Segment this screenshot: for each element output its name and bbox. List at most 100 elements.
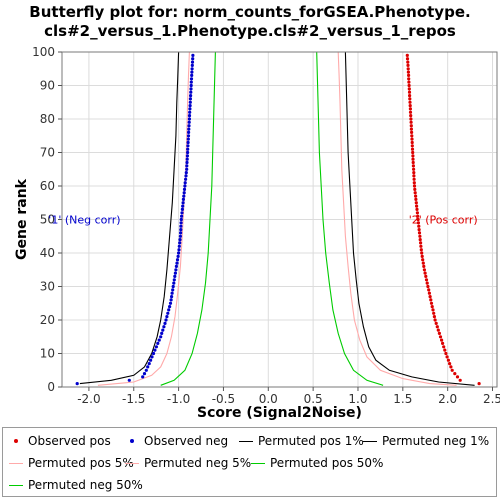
legend-swatch-6 — [251, 457, 265, 469]
series-point-0-11-1 — [416, 214, 420, 218]
series-point-1-8-0 — [171, 284, 175, 289]
series-point-0-5-4 — [430, 305, 434, 309]
series-point-0-18-4 — [407, 87, 411, 91]
series-point-1-9-1 — [174, 264, 178, 268]
series-point-1-16-1 — [186, 147, 190, 151]
series-point-0-9-2 — [419, 244, 423, 248]
series-point-0-12-3 — [413, 191, 417, 195]
series-point-1-12-3 — [180, 207, 184, 211]
series-point-1-5-0 — [159, 335, 163, 339]
legend-item-6: Permuted pos 50% — [251, 456, 383, 470]
series-point-0-15-4 — [410, 137, 414, 141]
series-point-0-15-1 — [410, 147, 415, 151]
series-point-0-17-2 — [408, 110, 413, 114]
series-point-0-12-1 — [414, 197, 418, 201]
legend: Observed pos Observed neg Permuted pos 1% P… — [2, 427, 497, 497]
series-point-0-18-1 — [408, 97, 412, 101]
series-point-1-3-3 — [149, 358, 153, 362]
series-point-1-5-4 — [163, 321, 167, 325]
series-line-4 — [337, 51, 457, 386]
series-point-1-7-4 — [171, 288, 175, 292]
series-point-0-13-3 — [412, 174, 416, 178]
series-point-0-7-3 — [424, 274, 428, 278]
y-axis-label: Gene rank — [14, 178, 30, 260]
series-point-0-6-3 — [427, 291, 431, 295]
series-point-1-1-0 — [127, 378, 131, 382]
series-point-0-16-0 — [410, 134, 414, 138]
series-point-0-14-4 — [411, 154, 415, 158]
series-point-0-10-1 — [417, 231, 422, 235]
series-point-0-3-3 — [441, 341, 445, 345]
series-point-1-14-1 — [183, 181, 187, 185]
x-tick-label-0: -2.0 — [77, 392, 100, 406]
series-point-0-3-1 — [443, 348, 447, 352]
series-point-0-18-2 — [408, 94, 412, 98]
series-point-1-7-3 — [170, 291, 174, 295]
series-point-1-14-0 — [183, 184, 187, 188]
series-point-1-12-0 — [179, 217, 183, 222]
series-point-0-19-1 — [407, 80, 411, 84]
series-point-1-5-2 — [161, 328, 165, 332]
series-point-0-19-0 — [407, 83, 411, 88]
series-point-0-17-0 — [409, 117, 413, 121]
series-point-0-20-1 — [406, 63, 410, 67]
series-point-1-18-4 — [188, 104, 192, 108]
series-point-0-2-1 — [449, 365, 453, 369]
series-point-0-5-1 — [432, 315, 436, 319]
series-point-0-19-4 — [406, 70, 410, 74]
annotation-1: '2' (Pos corr) — [409, 214, 478, 227]
series-point-1-13-3 — [182, 191, 186, 195]
legend-item-2: Permuted pos 1% — [239, 434, 364, 448]
series-point-0-end — [405, 53, 409, 58]
series-point-0-6-2 — [428, 295, 432, 299]
series-point-1-6-0 — [164, 318, 168, 322]
series-point-1-5-3 — [162, 325, 166, 329]
series-point-0-9-1 — [419, 248, 423, 252]
series-point-1-10-3 — [178, 241, 182, 245]
series-point-0-11-3 — [415, 207, 419, 211]
series-point-0-12-0 — [414, 201, 418, 205]
series-point-1-19-2 — [189, 94, 193, 98]
series-point-1-19-1 — [188, 97, 192, 101]
series-point-1-10-2 — [177, 244, 181, 248]
series-point-1-10-0 — [177, 251, 181, 255]
series-point-0-19-2 — [407, 77, 411, 81]
series-point-0-14-0 — [412, 167, 416, 171]
series-point-0-18-0 — [408, 100, 412, 104]
series-point-0-19-3 — [407, 73, 411, 77]
series-point-0-12-4 — [413, 187, 417, 191]
legend-label-3: Permuted neg 1% — [382, 434, 490, 448]
series-point-0-4-3 — [435, 325, 439, 329]
series-point-1-15-4 — [185, 154, 189, 158]
series-point-1-15-0 — [185, 167, 189, 171]
series-point-0-6-4 — [427, 288, 431, 292]
series-point-0-3-4 — [440, 338, 444, 342]
legend-item-1: Observed neg — [125, 434, 228, 448]
series-point-0-2-2 — [448, 362, 452, 366]
series-point-0-17-3 — [408, 107, 412, 111]
series-point-1-9-0 — [174, 268, 178, 272]
series-point-0-13-2 — [412, 177, 416, 181]
series-point-0-15-0 — [411, 150, 415, 155]
series-point-1-16-4 — [186, 137, 190, 141]
series-point-1-10-1 — [177, 248, 181, 252]
series-point-1-21-0 — [190, 67, 194, 71]
butterfly-plot: -2.0 -1.5 -1.0 -0.5 0.0 0.5 1.0 1.5 2.0 2.5 0 10 20 3… — [14, 45, 500, 421]
series-point-0-5-0 — [433, 318, 437, 322]
series-point-1-11-1 — [179, 231, 183, 235]
y-tick-label-3: 30 — [40, 280, 55, 294]
series-point-0-13-1 — [412, 181, 416, 185]
series-point-1-15-2 — [185, 160, 189, 165]
series-point-0-3-2 — [442, 345, 446, 349]
series-point-1-3-4 — [150, 355, 154, 359]
series-point-1-10-4 — [178, 238, 182, 242]
y-tick-label-2: 20 — [40, 313, 55, 327]
series-point-0-16-4 — [409, 120, 413, 124]
series-point-1-2-0 — [141, 375, 145, 379]
chart-title: Butterfly plot for: norm_counts_forGSEA.… — [0, 3, 500, 41]
series-point-1-7-2 — [170, 295, 174, 299]
series-point-1-12-4 — [181, 204, 185, 208]
series-point-1-12-1 — [180, 214, 184, 218]
series-point-1-11-3 — [179, 224, 183, 228]
series-point-1-2-1 — [142, 372, 147, 376]
